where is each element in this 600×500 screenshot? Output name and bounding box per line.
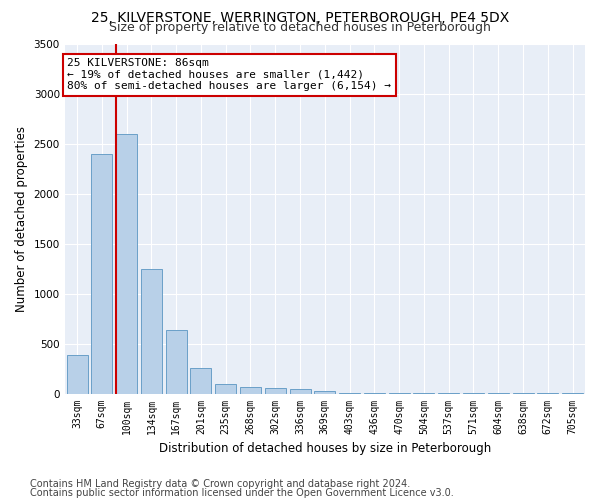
Text: Contains HM Land Registry data © Crown copyright and database right 2024.: Contains HM Land Registry data © Crown c… <box>30 479 410 489</box>
Bar <box>166 330 187 394</box>
Bar <box>67 354 88 394</box>
Text: Contains public sector information licensed under the Open Government Licence v3: Contains public sector information licen… <box>30 488 454 498</box>
Text: Size of property relative to detached houses in Peterborough: Size of property relative to detached ho… <box>109 22 491 35</box>
Bar <box>314 390 335 394</box>
Bar <box>190 368 211 394</box>
Bar <box>290 388 311 394</box>
Bar <box>364 393 385 394</box>
Bar <box>141 268 162 394</box>
Bar <box>339 393 360 394</box>
Y-axis label: Number of detached properties: Number of detached properties <box>15 126 28 312</box>
X-axis label: Distribution of detached houses by size in Peterborough: Distribution of detached houses by size … <box>159 442 491 455</box>
Bar <box>116 134 137 394</box>
Bar <box>215 384 236 394</box>
Bar <box>91 154 112 394</box>
Bar <box>265 388 286 394</box>
Bar <box>240 386 261 394</box>
Text: 25 KILVERSTONE: 86sqm
← 19% of detached houses are smaller (1,442)
80% of semi-d: 25 KILVERSTONE: 86sqm ← 19% of detached … <box>67 58 391 91</box>
Text: 25, KILVERSTONE, WERRINGTON, PETERBOROUGH, PE4 5DX: 25, KILVERSTONE, WERRINGTON, PETERBOROUG… <box>91 11 509 25</box>
